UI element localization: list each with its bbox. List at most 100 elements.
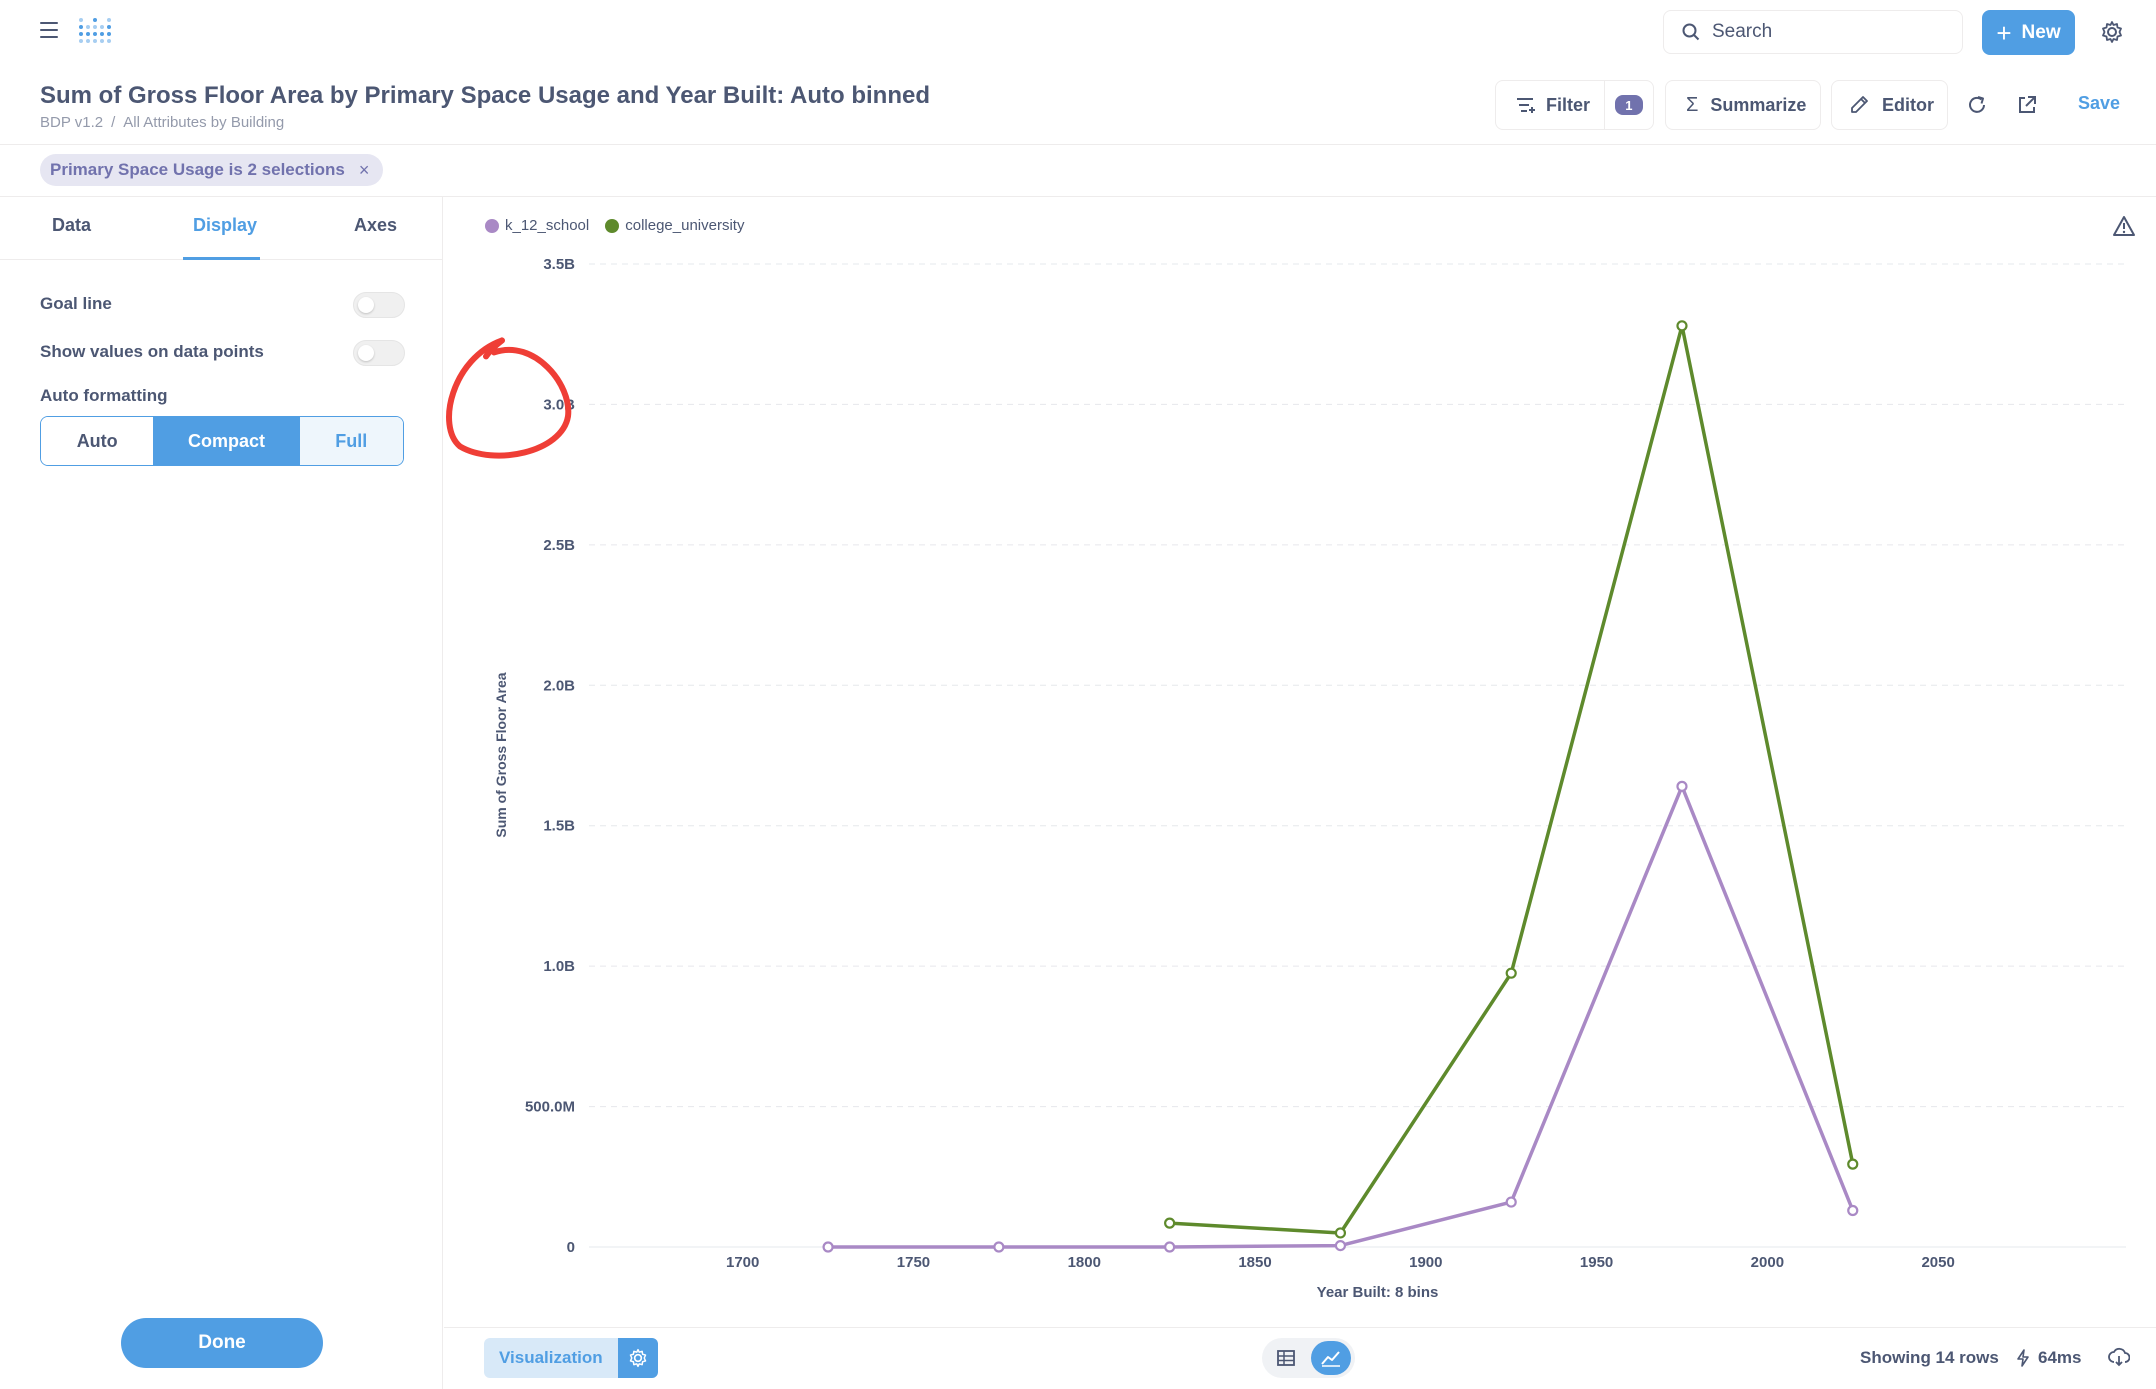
tab-axes[interactable]: Axes xyxy=(354,215,398,235)
summarize-button[interactable]: Σ Summarize xyxy=(1665,80,1821,130)
new-button[interactable]: + New xyxy=(1982,10,2075,55)
header-divider xyxy=(0,144,2156,145)
settings-gear-icon[interactable] xyxy=(2100,20,2124,44)
y-tick-label: 1.0B xyxy=(543,958,575,975)
x-tick-label: 1750 xyxy=(897,1254,930,1271)
save-button[interactable]: Save xyxy=(2078,93,2121,113)
filter-button-group: Filter 1 xyxy=(1495,80,1654,130)
done-button[interactable]: Done xyxy=(121,1318,323,1368)
x-tick-label: 1800 xyxy=(1068,1254,1101,1271)
filter-count-badge: 1 xyxy=(1614,95,1643,115)
filter-icon xyxy=(1517,98,1535,113)
series-line-college_university xyxy=(1169,324,1855,1235)
breadcrumb-table[interactable]: All Attributes by Building xyxy=(123,114,285,131)
search-icon xyxy=(1682,23,1700,41)
tab-display[interactable]: Display xyxy=(193,215,258,235)
filter-count-toggle[interactable]: 1 xyxy=(1605,95,1653,115)
y-tick-label: 3.5B xyxy=(543,256,575,273)
y-axis-label: Sum of Gross Floor Area xyxy=(493,672,509,837)
y-tick-label: 2.0B xyxy=(543,677,575,694)
legend-item-college[interactable]: college_university xyxy=(605,217,744,234)
summarize-label: Summarize xyxy=(1710,94,1807,115)
active-tab-indicator xyxy=(183,257,260,260)
format-auto-option[interactable]: Auto xyxy=(41,417,154,465)
footer-divider xyxy=(444,1327,2156,1328)
line-chart-icon xyxy=(1321,1351,1340,1367)
goal-line-label: Goal line xyxy=(40,294,112,313)
data-point-k_12_school xyxy=(1505,1196,1517,1208)
legend-item-k12[interactable]: k_12_school xyxy=(485,217,589,234)
remove-filter-icon[interactable]: × xyxy=(358,159,370,180)
view-toggle xyxy=(1262,1338,1355,1378)
search-label: Search xyxy=(1712,21,1773,42)
format-compact-option[interactable]: Compact xyxy=(153,417,300,465)
visualization-button[interactable]: Visualization xyxy=(484,1338,618,1378)
data-point-k_12_school xyxy=(1334,1239,1347,1252)
chart-legend: k_12_school college_university xyxy=(485,217,760,234)
format-full-option[interactable]: Full xyxy=(299,417,403,465)
data-point-k_12_school xyxy=(1164,1241,1176,1253)
plus-icon: + xyxy=(1996,17,2012,48)
legend-dot xyxy=(605,218,620,233)
data-point-college_university xyxy=(1164,1217,1176,1229)
metabase-logo-icon[interactable] xyxy=(77,14,113,50)
filter-pill[interactable]: Primary Space Usage is 2 selections × xyxy=(40,154,384,186)
chart-view-button[interactable] xyxy=(1311,1341,1351,1375)
top-nav: Search + New xyxy=(0,0,2156,64)
legend-label: college_university xyxy=(625,217,745,234)
data-point-college_university xyxy=(1676,320,1688,332)
goal-line-toggle[interactable] xyxy=(353,292,405,318)
editor-button[interactable]: Editor xyxy=(1831,80,1948,130)
table-view-icon[interactable] xyxy=(1276,1348,1296,1368)
new-button-label: New xyxy=(2021,21,2061,43)
tab-data[interactable]: Data xyxy=(52,215,92,235)
warning-icon[interactable] xyxy=(2112,215,2136,237)
data-point-k_12_school xyxy=(822,1241,834,1253)
sigma-icon: Σ xyxy=(1686,93,1699,116)
viz-settings-button[interactable] xyxy=(617,1338,658,1378)
data-point-college_university xyxy=(1847,1158,1859,1170)
formatting-segmented-control: Auto Compact Full xyxy=(40,416,404,466)
auto-formatting-label: Auto formatting xyxy=(40,386,168,405)
filter-label: Filter xyxy=(1546,94,1591,115)
y-tick-label: 500.0M xyxy=(525,1099,575,1116)
share-icon[interactable] xyxy=(2016,94,2038,116)
y-tick-label: 2.5B xyxy=(543,537,575,554)
menu-icon[interactable] xyxy=(40,22,58,38)
notebook-pen-icon xyxy=(1851,96,1868,113)
bolt-icon xyxy=(2017,1349,2029,1367)
breadcrumb-database[interactable]: BDP v1.2 xyxy=(40,114,104,131)
data-point-k_12_school xyxy=(1847,1204,1859,1217)
show-values-label: Show values on data points xyxy=(40,342,264,361)
settings-sidebar: Data Display Axes Goal line Show values … xyxy=(0,197,443,1389)
query-time: 64ms xyxy=(2016,1348,2081,1368)
query-time-label: 64ms xyxy=(2038,1348,2082,1367)
x-tick-label: 1950 xyxy=(1580,1254,1613,1271)
legend-dot xyxy=(485,218,499,233)
filter-button[interactable]: Filter xyxy=(1496,81,1605,129)
data-point-college_university xyxy=(1334,1227,1347,1239)
x-tick-label: 1900 xyxy=(1409,1254,1442,1271)
filter-pill-label: Primary Space Usage is 2 selections xyxy=(50,160,345,179)
x-tick-label: 1700 xyxy=(726,1254,759,1271)
download-icon[interactable] xyxy=(2108,1346,2130,1368)
red-annotation-circle xyxy=(446,337,572,459)
page-title: Sum of Gross Floor Area by Primary Space… xyxy=(40,82,930,109)
breadcrumb: BDP v1.2/All Attributes by Building xyxy=(40,114,285,131)
data-point-k_12_school xyxy=(1676,780,1688,792)
legend-label: k_12_school xyxy=(505,217,590,234)
refresh-icon[interactable] xyxy=(1966,94,1988,116)
series-line-k_12_school xyxy=(828,784,1855,1249)
filter-divider xyxy=(0,196,2156,197)
search-bar[interactable]: Search xyxy=(1663,10,1963,54)
row-count-text: Showing 14 rows xyxy=(1860,1348,1999,1367)
y-tick-label: 1.5B xyxy=(543,818,575,835)
gear-icon xyxy=(629,1348,646,1368)
visualization-button-group: Visualization xyxy=(484,1338,658,1378)
show-values-toggle[interactable] xyxy=(353,340,405,366)
settings-tabs: Data Display Axes xyxy=(0,197,442,260)
y-tick-label: 0 xyxy=(567,1239,575,1256)
x-tick-label: 2000 xyxy=(1751,1254,1784,1271)
data-point-k_12_school xyxy=(993,1241,1005,1253)
